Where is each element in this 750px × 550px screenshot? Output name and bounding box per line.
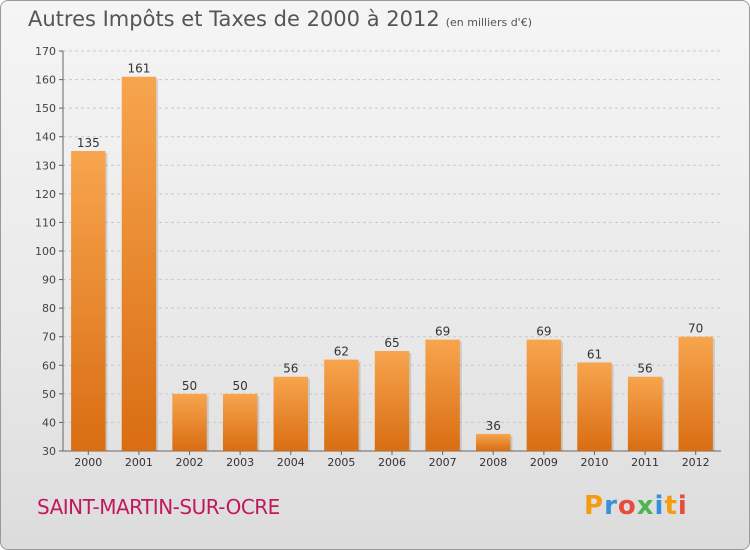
x-tick-label: 2006 (378, 456, 406, 469)
bar-value-label: 62 (334, 345, 349, 359)
bar (324, 359, 359, 451)
x-tick-label: 2000 (74, 456, 102, 469)
x-tick-label: 2004 (277, 456, 305, 469)
x-tick-label: 2009 (530, 456, 558, 469)
bar-value-label: 69 (536, 325, 551, 339)
bar-value-label: 36 (486, 419, 501, 433)
x-tick-label: 2008 (479, 456, 507, 469)
x-tick-label: 2007 (429, 456, 457, 469)
bar-value-label: 61 (587, 347, 602, 361)
bar (476, 433, 511, 451)
y-tick-label: 150 (35, 102, 56, 115)
y-tick-label: 110 (35, 216, 56, 229)
y-tick-label: 30 (42, 445, 56, 458)
y-tick-label: 160 (35, 74, 56, 87)
bar-value-label: 50 (233, 379, 248, 393)
x-tick-label: 2005 (327, 456, 355, 469)
bar-value-label: 56 (637, 362, 652, 376)
bar (577, 362, 612, 451)
y-tick-label: 70 (42, 331, 56, 344)
y-tick-label: 120 (35, 188, 56, 201)
chart-title-text: Autres Impôts et Taxes de 2000 à 2012 (28, 7, 440, 31)
bar (273, 376, 308, 451)
logo-letter: P (584, 491, 605, 521)
chart-title: Autres Impôts et Taxes de 2000 à 2012 (en… (28, 7, 532, 31)
proxiti-logo: Proxiti (584, 491, 688, 521)
y-axis-ticks: 30 40 50 60 70 80 90 100 110 120 130 140 150 160 170 (35, 45, 56, 458)
bar (71, 151, 106, 451)
y-tick-label: 100 (35, 245, 56, 258)
bar-value-label: 161 (127, 62, 150, 76)
x-tick-label: 2002 (176, 456, 204, 469)
logo-letter: i (654, 491, 665, 521)
y-tick-label: 50 (42, 388, 56, 401)
x-tick-label: 2010 (580, 456, 608, 469)
bar (627, 376, 663, 451)
logo-letter: r (604, 491, 618, 521)
bars: 135 161 50 50 56 62 65 69 36 69 61 56 70 (71, 62, 715, 451)
bar (678, 336, 713, 451)
bar (425, 339, 460, 451)
bar-value-label: 135 (77, 136, 100, 150)
logo-letter: x (636, 491, 655, 521)
bar-value-label: 69 (435, 325, 450, 339)
bar-value-label: 50 (182, 379, 197, 393)
x-tick-label: 2012 (682, 456, 710, 469)
bar-value-label: 56 (283, 362, 298, 376)
x-tick-label: 2001 (125, 456, 153, 469)
bar (121, 76, 157, 451)
logo-letter: i (677, 491, 688, 521)
bar (222, 393, 258, 451)
bar-value-label: 65 (384, 336, 399, 350)
y-tick-label: 60 (42, 359, 56, 372)
y-tick-label: 140 (35, 131, 56, 144)
y-tick-label: 40 (42, 416, 56, 429)
place-name: SAINT-MARTIN-SUR-OCRE (37, 495, 280, 519)
x-tick-label: 2011 (631, 456, 659, 469)
y-tick-label: 170 (35, 45, 56, 58)
y-tick-label: 130 (35, 159, 56, 172)
logo-letter: t (664, 491, 678, 521)
x-axis-ticks: 2000 2001 2002 2003 2004 2005 2006 2007 2008 2009… (74, 456, 709, 469)
y-tick-label: 90 (42, 274, 56, 287)
chart-subtitle: (en milliers d'€) (445, 16, 532, 29)
bar-value-label: 70 (688, 322, 703, 336)
bar (172, 393, 207, 451)
y-tick-label: 80 (42, 302, 56, 315)
bar (526, 339, 562, 451)
x-tick-label: 2003 (226, 456, 254, 469)
bar (374, 351, 410, 451)
logo-letter: o (617, 491, 637, 521)
